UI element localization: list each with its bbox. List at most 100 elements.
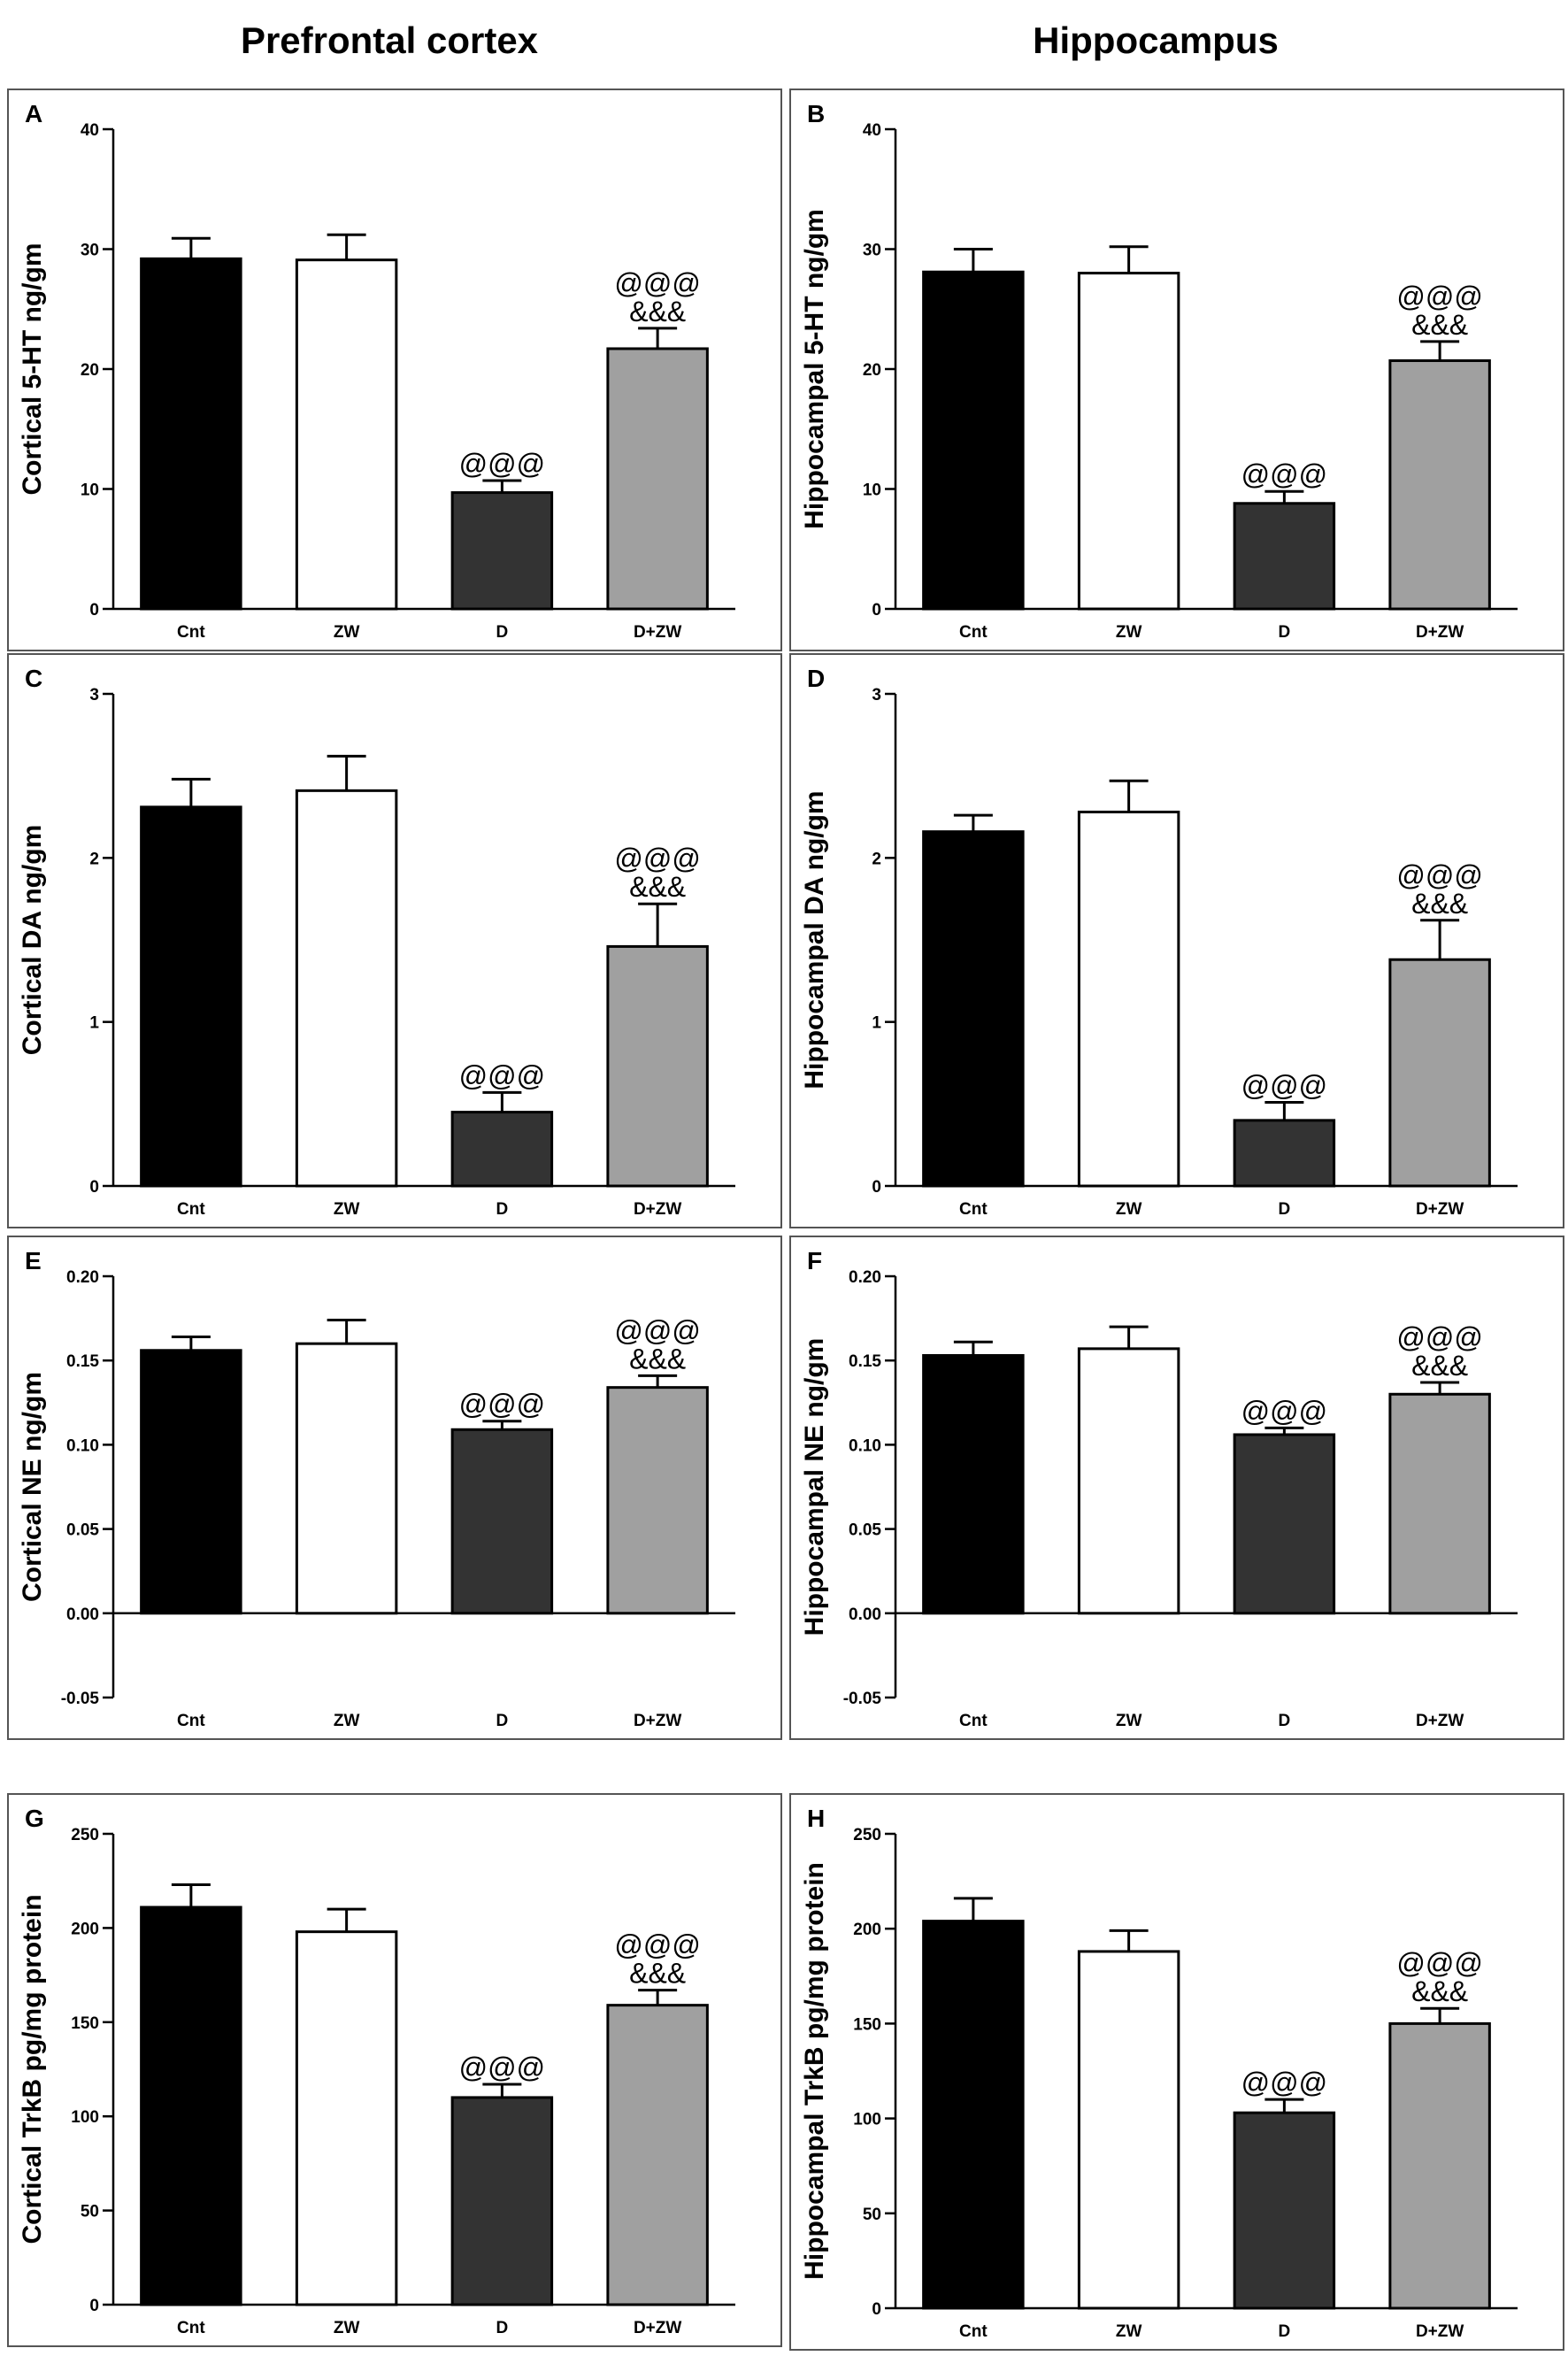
x-tick-label: Cnt — [177, 1200, 205, 1219]
x-tick-label: D — [496, 1200, 509, 1219]
y-tick-label: 30 — [81, 242, 99, 260]
panel-C: C Cortical DA ng/gm 0 1 2 3 Cnt ZW @@@ D @@@ &&& D+Z… — [7, 653, 782, 1228]
y-tick-label: 0 — [872, 601, 881, 620]
panel-F: F Hippocampal NE ng/gm -0.05 0.00 0.05 0.10 0.… — [789, 1236, 1564, 1740]
y-tick-label: 250 — [853, 1826, 881, 1844]
bar-d — [450, 1111, 554, 1188]
bar-cnt — [922, 1353, 1025, 1615]
bar-zw — [295, 258, 398, 611]
y-tick-label: 0.10 — [66, 1436, 99, 1455]
chart-E: E Cortical NE ng/gm -0.05 0.00 0.05 0.10 0.15 0… — [18, 1247, 735, 1730]
bar-d-plus-zw — [606, 2004, 709, 2306]
x-tick-label: Cnt — [177, 1712, 205, 1730]
bar-d — [450, 2096, 554, 2306]
y-tick-label: 0.10 — [849, 1436, 881, 1455]
x-tick-label: ZW — [1116, 623, 1142, 642]
bar-zw — [1077, 1950, 1180, 2310]
bar-d — [1233, 502, 1336, 611]
bar-d-plus-zw — [1388, 1392, 1491, 1615]
column-title-hippocampus: Hippocampus — [1033, 19, 1279, 61]
bar-zw — [295, 1930, 398, 2306]
significance-annotation: @@@ — [614, 843, 700, 874]
y-tick-label: 3 — [89, 686, 99, 704]
chart-F: F Hippocampal NE ng/gm -0.05 0.00 0.05 0.10 0.… — [800, 1247, 1518, 1730]
bar-cnt — [922, 1920, 1025, 2310]
chart-H: H Hippocampal TrkB pg/mg protein 0 50 100 150… — [800, 1805, 1518, 2341]
y-tick-label: 0.00 — [66, 1605, 99, 1624]
chart-G: G Cortical TrkB pg/mg protein 0 50 100 150 200… — [18, 1805, 735, 2337]
bar-cnt — [140, 257, 242, 611]
y-tick-label: 0.05 — [849, 1521, 881, 1540]
significance-annotation: &&& — [1411, 309, 1468, 341]
chart-A: A Cortical 5-HT ng/gm 0 10 20 30 40 Cnt ZW @@@ D @@… — [18, 100, 735, 642]
y-tick-label: 100 — [853, 2111, 881, 2129]
bar-zw — [1077, 810, 1180, 1188]
y-tick-label: 0.20 — [849, 1268, 881, 1287]
x-tick-label: D+ZW — [1416, 1712, 1464, 1730]
y-tick-label: 3 — [872, 686, 881, 704]
significance-annotation: @@@ — [614, 1314, 700, 1346]
y-tick-label: 20 — [81, 361, 99, 380]
bar-d-plus-zw — [1388, 958, 1491, 1188]
y-tick-label: 0.15 — [849, 1352, 881, 1371]
y-tick-label: 250 — [71, 1826, 99, 1844]
x-tick-label: D — [1279, 623, 1291, 642]
y-tick-label: 2 — [872, 850, 881, 868]
significance-annotation: &&& — [629, 1958, 686, 1990]
y-tick-label: 150 — [71, 2014, 99, 2033]
bar-zw — [1077, 272, 1180, 611]
bar-d-plus-zw — [1388, 359, 1491, 611]
x-tick-label: Cnt — [177, 623, 205, 642]
significance-annotation: @@@ — [1241, 458, 1327, 490]
bar-d-plus-zw — [606, 1386, 709, 1615]
significance-annotation: &&& — [1411, 1975, 1468, 2007]
y-tick-label: 0 — [89, 2297, 99, 2315]
y-tick-label: 50 — [863, 2206, 881, 2224]
x-tick-label: D+ZW — [1416, 1200, 1464, 1219]
x-tick-label: ZW — [334, 2319, 360, 2337]
panel-letter: E — [25, 1247, 42, 1274]
y-tick-label: 0 — [872, 2300, 881, 2319]
y-tick-label: 100 — [71, 2108, 99, 2127]
y-axis-label: Cortical 5-HT ng/gm — [18, 243, 47, 495]
x-tick-label: D — [1279, 1200, 1291, 1219]
x-tick-label: D+ZW — [634, 623, 681, 642]
x-tick-label: D — [496, 2319, 509, 2337]
y-tick-label: -0.05 — [61, 1690, 100, 1708]
y-tick-label: 40 — [81, 121, 99, 140]
y-axis-label: Hippocampal DA ng/gm — [800, 790, 829, 1089]
panel-letter: D — [807, 665, 825, 692]
panel-letter: G — [25, 1805, 44, 1832]
y-tick-label: 40 — [863, 121, 881, 140]
significance-annotation: &&& — [629, 871, 686, 903]
bar-zw — [295, 789, 398, 1188]
bar-d — [450, 1428, 554, 1615]
panel-letter: H — [807, 1805, 825, 1832]
panel-letter: F — [807, 1247, 822, 1274]
x-tick-label: Cnt — [959, 2322, 988, 2341]
x-tick-label: D+ZW — [1416, 623, 1464, 642]
significance-annotation: @@@ — [459, 1059, 545, 1091]
y-tick-label: 30 — [863, 242, 881, 260]
x-tick-label: D — [1279, 1712, 1291, 1730]
chart-B: B Hippocampal 5-HT ng/gm 0 10 20 30 40 Cnt ZW @@@… — [800, 100, 1518, 642]
y-tick-label: 0 — [89, 1178, 99, 1197]
y-axis-label: Hippocampal TrkB pg/mg protein — [800, 1862, 829, 2280]
x-tick-label: D+ZW — [634, 1712, 681, 1730]
significance-annotation: @@@ — [459, 2052, 545, 2083]
panel-D: D Hippocampal DA ng/gm 0 1 2 3 Cnt ZW @@@ D @@@ &&&… — [789, 653, 1564, 1228]
y-tick-label: 2 — [89, 850, 99, 868]
bar-cnt — [922, 270, 1025, 611]
y-tick-label: 0.20 — [66, 1268, 99, 1287]
significance-annotation: @@@ — [1396, 1947, 1482, 1979]
significance-annotation: @@@ — [1396, 859, 1482, 891]
bar-d — [1233, 1433, 1336, 1615]
x-tick-label: D — [1279, 2322, 1291, 2341]
y-axis-label: Cortical TrkB pg/mg protein — [18, 1894, 47, 2244]
x-tick-label: Cnt — [959, 623, 988, 642]
significance-annotation: @@@ — [1241, 1069, 1327, 1101]
x-tick-label: ZW — [334, 623, 360, 642]
y-tick-label: 150 — [853, 2015, 881, 2034]
